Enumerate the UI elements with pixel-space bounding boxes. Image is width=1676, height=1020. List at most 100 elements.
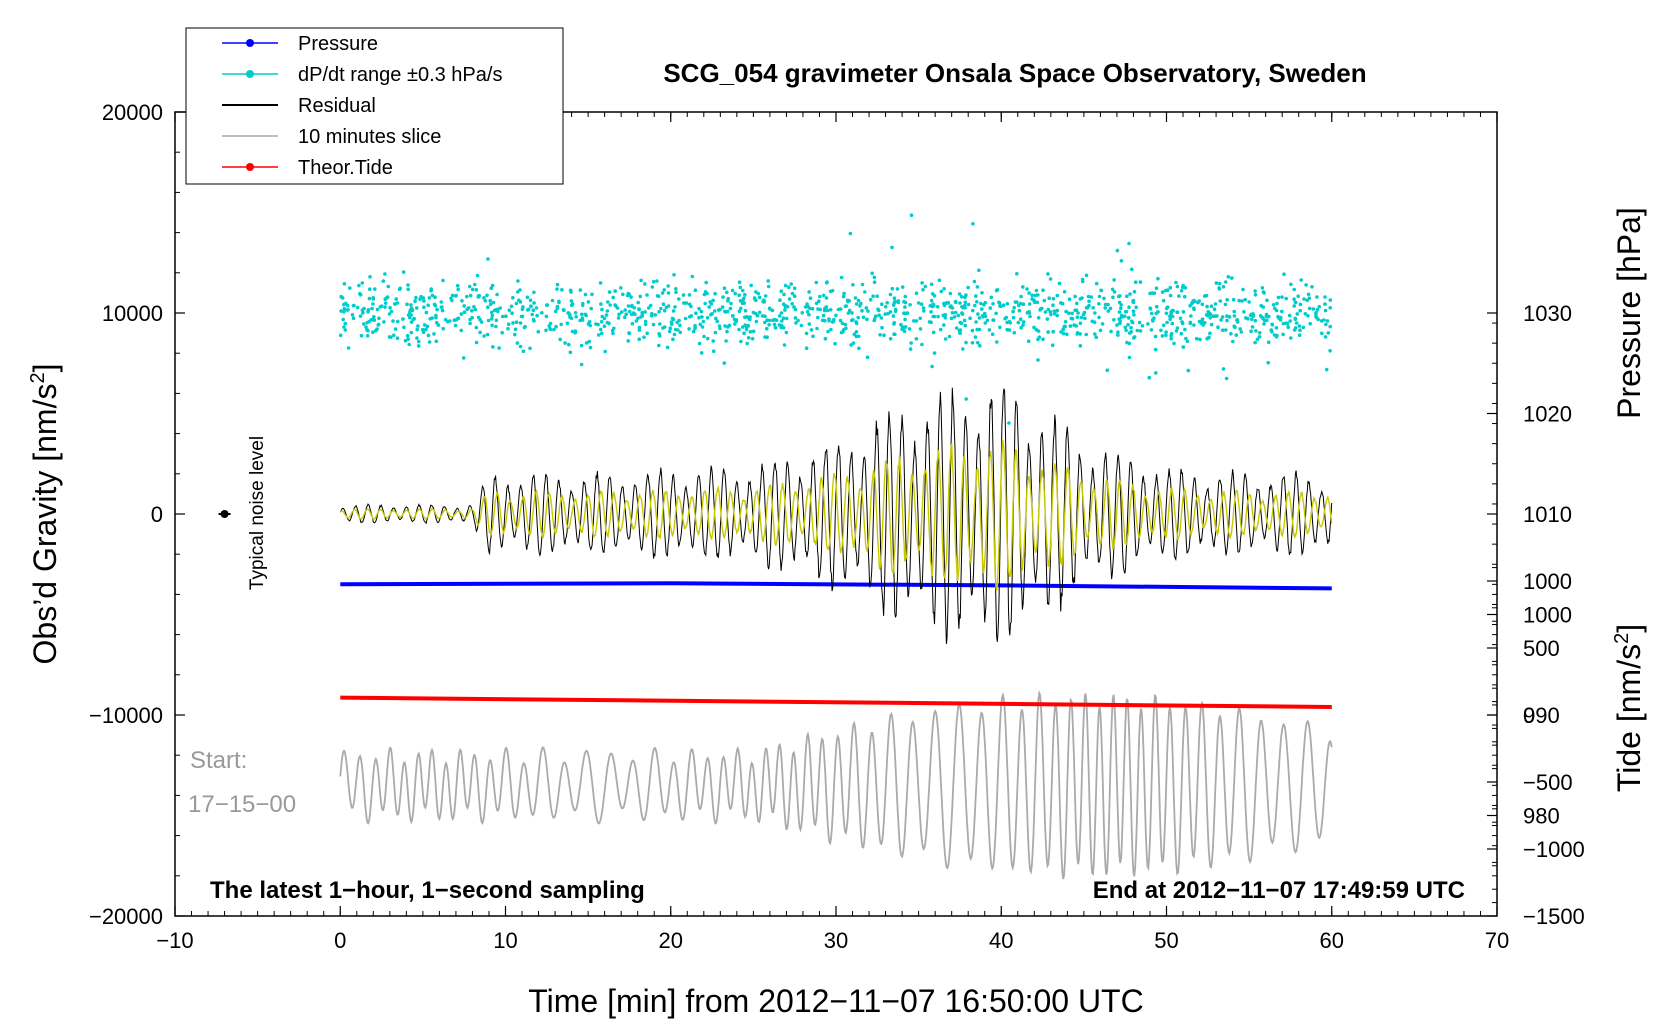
- dpdt-point: [703, 301, 707, 306]
- dpdt-point: [1249, 329, 1253, 334]
- dpdt-point: [766, 279, 770, 283]
- dpdt-point: [490, 323, 494, 328]
- dpdt-point: [1261, 316, 1265, 321]
- dpdt-point: [1203, 321, 1207, 325]
- dpdt-point: [567, 312, 572, 317]
- dpdt-point: [893, 307, 898, 312]
- dpdt-point: [455, 317, 459, 321]
- dpdt-point: [1108, 306, 1113, 311]
- dpdt-point: [397, 287, 402, 292]
- dpdt-point: [1314, 315, 1318, 319]
- dpdt-point: [942, 323, 946, 327]
- dpdt-point: [1272, 333, 1277, 337]
- dpdt-point: [623, 308, 627, 312]
- dpdt-point: [352, 303, 356, 308]
- dpdt-point: [909, 341, 913, 345]
- dpdt-point: [490, 283, 495, 288]
- dpdt-point: [920, 281, 924, 285]
- dpdt-point: [737, 293, 741, 298]
- dpdt-point: [751, 310, 756, 315]
- dpdt-point: [1174, 329, 1179, 333]
- dpdt-point: [1177, 294, 1181, 298]
- dpdt-point: [976, 340, 980, 345]
- dpdt-point: [737, 280, 742, 285]
- dpdt-point: [643, 310, 647, 314]
- tide-line: [340, 695, 1332, 709]
- dpdt-point: [1131, 309, 1136, 314]
- dpdt-point: [678, 330, 683, 335]
- dpdt-point: [386, 284, 391, 289]
- dpdt-point: [1243, 297, 1247, 302]
- dpdt-point: [991, 302, 995, 306]
- left-axis-title: Obs’d Gravity [nm/s2]: [27, 364, 63, 665]
- dpdt-point: [1211, 314, 1216, 319]
- dpdt-point: [995, 340, 999, 344]
- dpdt-point: [828, 308, 833, 312]
- start-time: 17−15−00: [188, 791, 296, 818]
- dpdt-point: [1191, 299, 1195, 303]
- dpdt-point: [1168, 314, 1172, 319]
- dpdt-point: [637, 328, 642, 332]
- dpdt-point: [1168, 293, 1173, 298]
- dpdt-point: [340, 296, 345, 300]
- dpdt-point: [361, 322, 366, 326]
- dpdt-point: [648, 303, 653, 308]
- dpdt-point: [705, 336, 710, 341]
- dpdt-point: [931, 302, 935, 307]
- dpdt-point: [638, 294, 643, 299]
- dpdt-point: [494, 318, 499, 323]
- dpdt-point: [1091, 306, 1095, 310]
- dpdt-point: [387, 312, 392, 316]
- dpdt-point: [427, 340, 432, 344]
- dpdt-point: [688, 315, 692, 319]
- dpdt-point: [361, 311, 365, 315]
- dpdt-point: [1025, 287, 1029, 291]
- dpdt-point: [689, 304, 693, 309]
- dpdt-point: [1192, 306, 1196, 311]
- dpdt-point: [968, 316, 972, 321]
- dpdt-point: [983, 311, 987, 316]
- dpdt-point: [741, 325, 745, 329]
- dpdt-point: [896, 299, 901, 303]
- dpdt-point: [1149, 311, 1154, 316]
- dpdt-point: [907, 327, 912, 331]
- dpdt-point: [655, 294, 660, 298]
- dpdt-point: [892, 322, 896, 326]
- dpdt-point: [573, 330, 577, 335]
- dpdt-point: [554, 324, 558, 329]
- dpdt-point: [1015, 272, 1019, 276]
- dpdt-point: [366, 310, 370, 314]
- dpdt-point: [752, 296, 757, 300]
- dpdt-point: [763, 320, 767, 325]
- dpdt-point: [1082, 310, 1087, 315]
- dpdt-point: [726, 296, 731, 301]
- dpdt-point: [1306, 292, 1311, 297]
- dpdt-point: [383, 272, 387, 276]
- x-axis-ticks: −10 0 10 20 30 40 50 60 70: [156, 112, 1509, 953]
- dpdt-point: [829, 327, 833, 332]
- dpdt-point: [1259, 303, 1263, 308]
- dpdt-point: [599, 302, 603, 306]
- dpdt-point: [1320, 331, 1324, 336]
- dpdt-point: [720, 305, 725, 309]
- dpdt-point: [1156, 276, 1160, 281]
- dpdt-point: [531, 317, 536, 322]
- dpdt-point: [415, 306, 419, 310]
- dpdt-point: [713, 291, 717, 296]
- dpdt-point: [848, 231, 853, 236]
- dpdt-point: [1225, 314, 1229, 318]
- dpdt-point: [1153, 334, 1158, 339]
- dpdt-point: [637, 307, 642, 312]
- dpdt-point: [557, 299, 561, 304]
- dpdt-point: [733, 291, 737, 296]
- dpdt-point: [671, 309, 676, 313]
- dpdt-point: [339, 309, 343, 313]
- dpdt-point: [504, 314, 508, 319]
- dpdt-point: [1075, 331, 1080, 335]
- dpdt-point: [748, 329, 753, 334]
- dpdt-point: [1284, 321, 1289, 326]
- series-10min-slice: [339, 689, 1333, 880]
- dpdt-point: [1065, 332, 1069, 337]
- dpdt-point: [763, 314, 767, 319]
- dpdt-point: [430, 293, 435, 298]
